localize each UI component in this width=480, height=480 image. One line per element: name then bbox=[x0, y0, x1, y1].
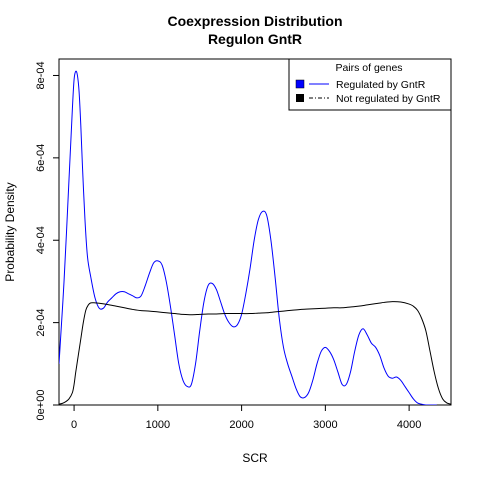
x-tick-label-2: 2000 bbox=[229, 419, 253, 431]
x-tick-label-1: 1000 bbox=[146, 419, 170, 431]
legend-title: Pairs of genes bbox=[335, 62, 402, 74]
y-axis: 0e+00 2e-04 4e-04 6e-04 8e-04 bbox=[35, 61, 59, 420]
series-line-regulated bbox=[59, 70, 437, 405]
y-tick-label-3: 6e-04 bbox=[35, 144, 47, 172]
y-tick-label-1: 2e-04 bbox=[35, 309, 47, 337]
legend-swatch-not-regulated bbox=[296, 94, 304, 102]
legend-entry-not-regulated: Not regulated by GntR bbox=[336, 93, 441, 105]
y-tick-label-0: 0e+00 bbox=[35, 390, 47, 421]
series-line-not-regulated bbox=[59, 301, 451, 405]
chart-title: Coexpression Distribution bbox=[167, 13, 342, 29]
legend-entry-regulated: Regulated by GntR bbox=[336, 79, 426, 91]
legend: Pairs of genes Regulated by GntR Not reg… bbox=[288, 58, 452, 111]
x-tick-label-0: 0 bbox=[71, 419, 77, 431]
chart-subtitle: Regulon GntR bbox=[208, 31, 302, 47]
legend-swatch-regulated bbox=[295, 79, 305, 89]
x-tick-label-3: 3000 bbox=[313, 419, 337, 431]
y-axis-label: Probability Density bbox=[3, 182, 17, 281]
y-tick-label-4: 8e-04 bbox=[35, 61, 47, 89]
y-tick-label-2: 4e-04 bbox=[35, 226, 47, 254]
x-tick-label-4: 4000 bbox=[397, 419, 421, 431]
x-axis-label: SCR bbox=[242, 451, 268, 465]
series-layer bbox=[59, 70, 451, 405]
legend-box bbox=[288, 58, 452, 111]
x-axis: 0 1000 2000 3000 4000 bbox=[71, 405, 421, 431]
plot-frame bbox=[58, 58, 452, 406]
